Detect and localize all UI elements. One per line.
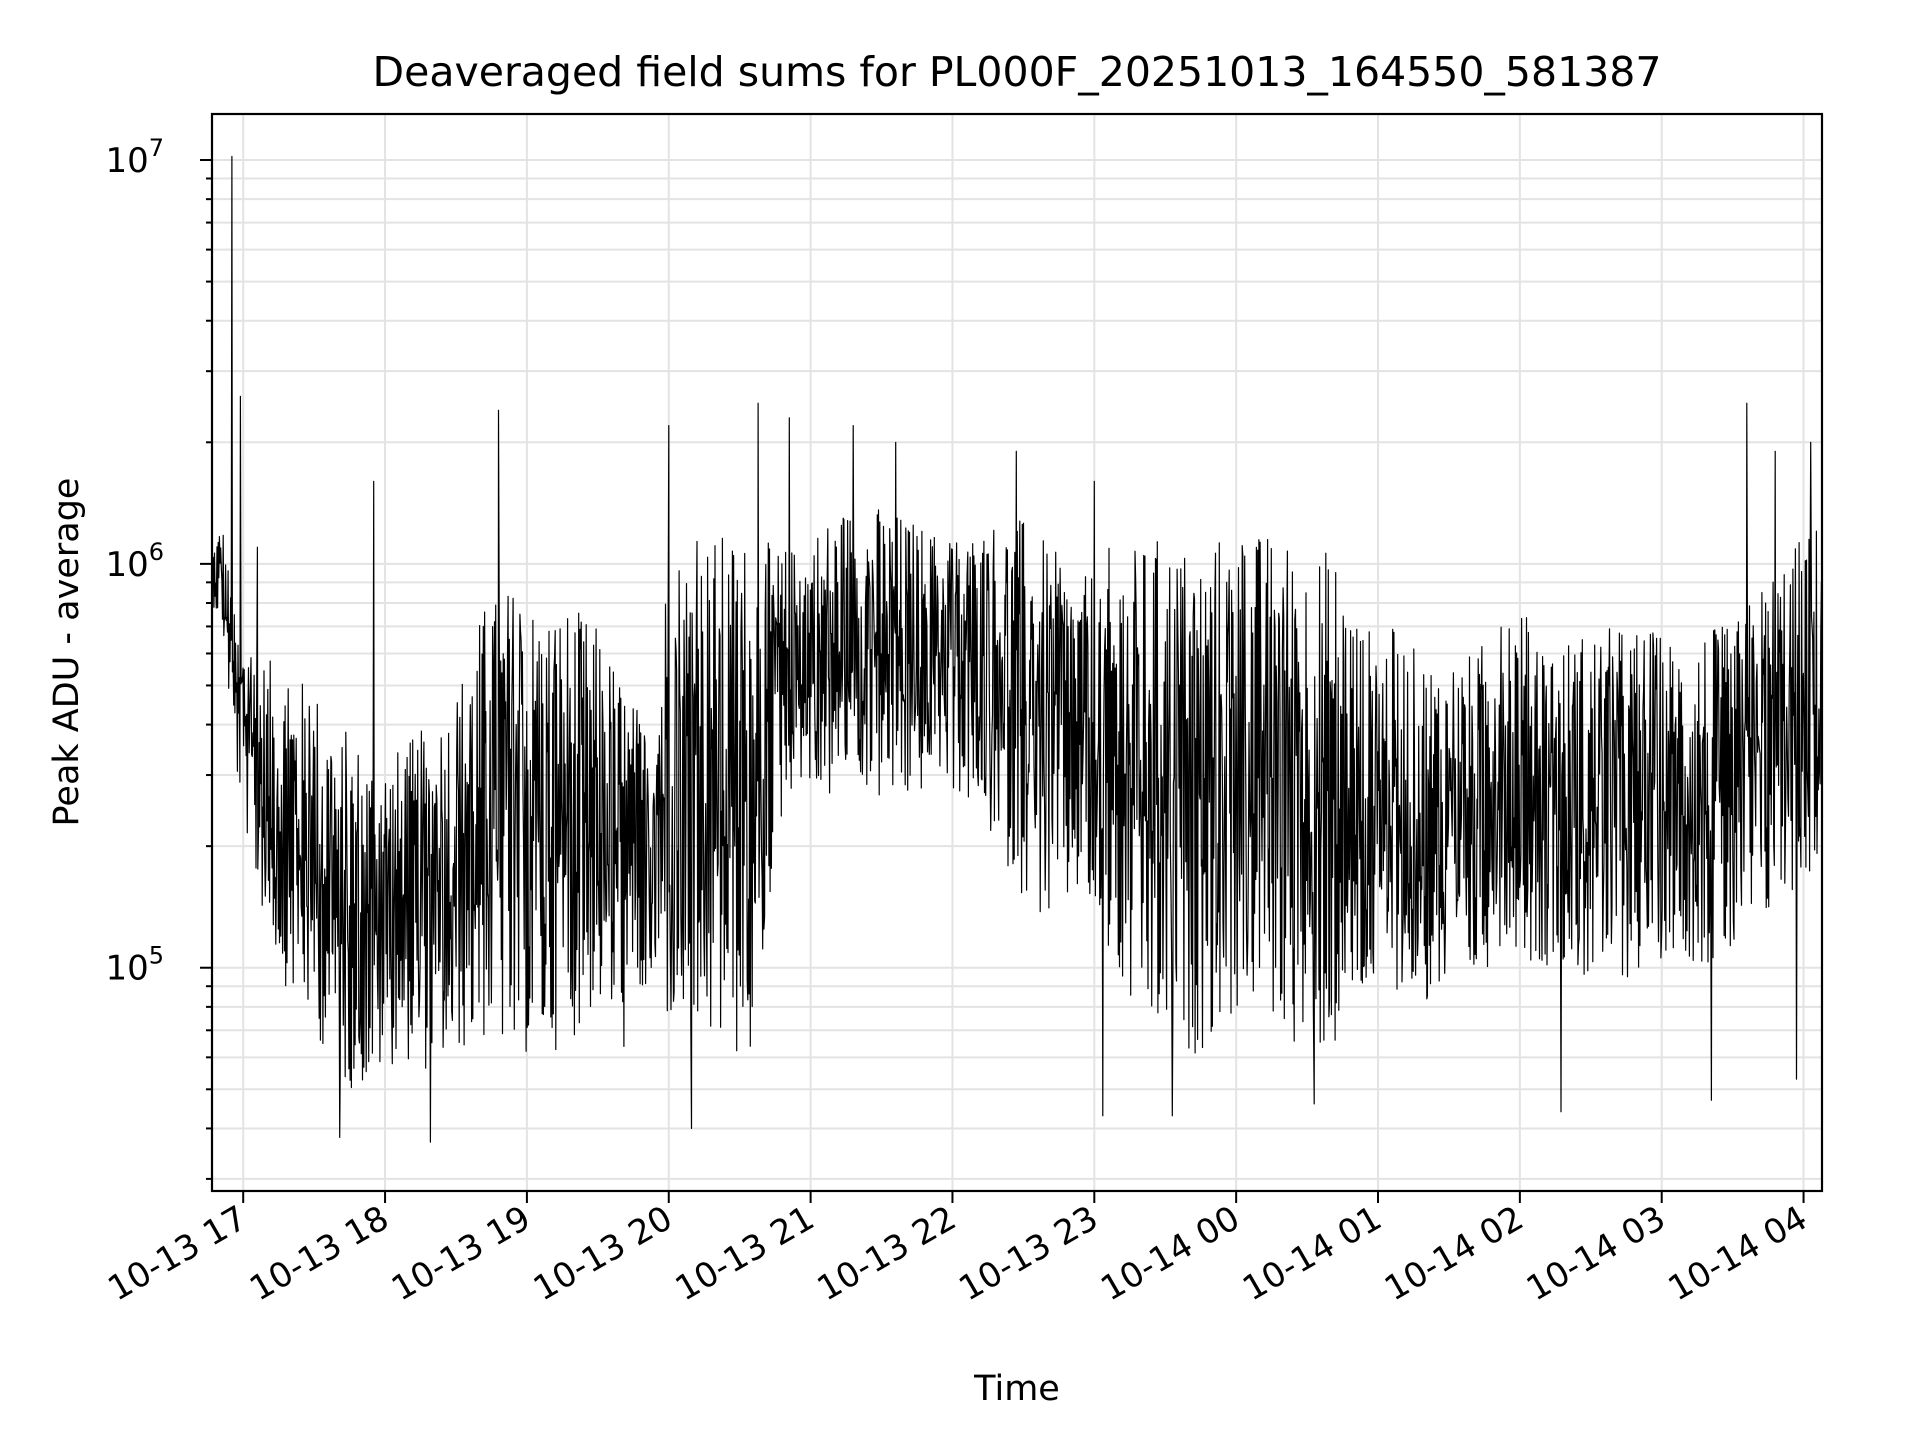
grid: [212, 114, 1822, 1191]
chart-title: Deaveraged field sums for PL000F_2025101…: [373, 48, 1662, 96]
series-line: [211, 155, 1823, 1143]
y-tick-label: 105: [105, 942, 164, 989]
y-axis-label: Peak ADU - average: [47, 478, 87, 827]
y-tick-label: 107: [105, 134, 164, 181]
y-tick-label: 106: [105, 538, 164, 585]
x-axis-label: Time: [973, 1369, 1060, 1409]
data-series: [211, 155, 1823, 1143]
